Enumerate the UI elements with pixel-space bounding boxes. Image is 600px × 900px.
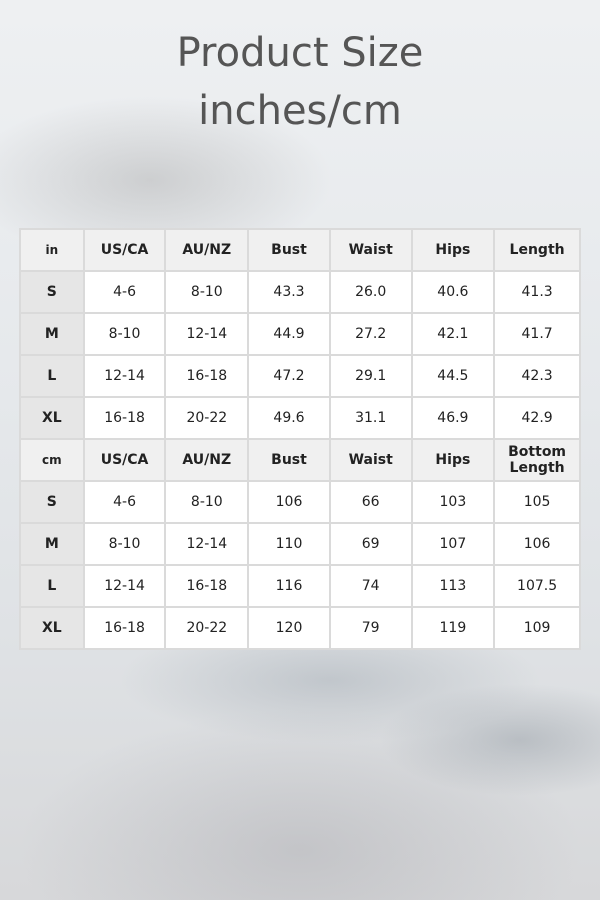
size-label: S (19, 270, 85, 314)
table-cell: 109 (493, 606, 581, 650)
table-cell: 113 (410, 564, 496, 608)
table-row: S 4-6 8-10 106 66 103 105 (19, 480, 581, 524)
column-header: AU/NZ (164, 438, 250, 482)
table-cell: 119 (410, 606, 496, 650)
table-cell: 44.5 (410, 354, 496, 398)
header-row-cm: cm US/CA AU/NZ Bust Waist Hips Bottom Length (19, 438, 581, 482)
column-header: Bust (247, 228, 331, 272)
table-cell: 8-10 (164, 480, 250, 524)
table-cell: 107.5 (493, 564, 581, 608)
size-label: XL (19, 606, 85, 650)
table-cell: 12-14 (82, 564, 167, 608)
size-chart-table: in US/CA AU/NZ Bust Waist Hips Length S 4-6 8-10 4… (19, 228, 581, 650)
table-cell: 8-10 (82, 522, 167, 566)
unit-label: cm (19, 438, 85, 482)
table-cell: 107 (410, 522, 496, 566)
table-cell: 46.9 (410, 396, 496, 440)
table-cell: 12-14 (82, 354, 167, 398)
table-row: L 12-14 16-18 116 74 113 107.5 (19, 564, 581, 608)
table-cell: 103 (410, 480, 496, 524)
column-header: Length (493, 228, 581, 272)
size-label: M (19, 522, 85, 566)
table-cell: 120 (247, 606, 331, 650)
column-header: Bust (247, 438, 331, 482)
size-label: L (19, 354, 85, 398)
table-row: S 4-6 8-10 43.3 26.0 40.6 41.3 (19, 270, 581, 314)
table-row: L 12-14 16-18 47.2 29.1 44.5 42.3 (19, 354, 581, 398)
column-header: Hips (410, 438, 496, 482)
table-cell: 116 (247, 564, 331, 608)
table-cell: 20-22 (164, 606, 250, 650)
table-cell: 12-14 (164, 522, 250, 566)
table-cell: 4-6 (82, 480, 167, 524)
table-cell: 42.9 (493, 396, 581, 440)
size-label: XL (19, 396, 85, 440)
table-cell: 42.3 (493, 354, 581, 398)
table-cell: 69 (328, 522, 413, 566)
table-cell: 105 (493, 480, 581, 524)
table-cell: 20-22 (164, 396, 250, 440)
size-label: M (19, 312, 85, 356)
column-header: AU/NZ (164, 228, 250, 272)
table-cell: 44.9 (247, 312, 331, 356)
table-row: M 8-10 12-14 110 69 107 106 (19, 522, 581, 566)
table-cell: 47.2 (247, 354, 331, 398)
table-cell: 29.1 (328, 354, 413, 398)
table-cell: 12-14 (164, 312, 250, 356)
column-header: Hips (410, 228, 496, 272)
table-cell: 26.0 (328, 270, 413, 314)
header-row-in: in US/CA AU/NZ Bust Waist Hips Length (19, 228, 581, 272)
column-header: US/CA (82, 228, 167, 272)
table-cell: 40.6 (410, 270, 496, 314)
table-cell: 110 (247, 522, 331, 566)
table-cell: 106 (493, 522, 581, 566)
table-row: M 8-10 12-14 44.9 27.2 42.1 41.7 (19, 312, 581, 356)
page-subtitle: inches/cm (198, 88, 402, 134)
size-label: S (19, 480, 85, 524)
table-cell: 42.1 (410, 312, 496, 356)
table-cell: 41.3 (493, 270, 581, 314)
unit-label: in (19, 228, 85, 272)
column-header: US/CA (82, 438, 167, 482)
table-cell: 27.2 (328, 312, 413, 356)
table-cell: 4-6 (82, 270, 167, 314)
table-cell: 106 (247, 480, 331, 524)
column-header: Bottom Length (493, 438, 581, 482)
table-cell: 31.1 (328, 396, 413, 440)
table-cell: 43.3 (247, 270, 331, 314)
size-label: L (19, 564, 85, 608)
table-cell: 8-10 (164, 270, 250, 314)
table-cell: 8-10 (82, 312, 167, 356)
table-row: XL 16-18 20-22 49.6 31.1 46.9 42.9 (19, 396, 581, 440)
table-cell: 66 (328, 480, 413, 524)
table-cell: 16-18 (164, 564, 250, 608)
table-cell: 16-18 (82, 606, 167, 650)
column-header: Waist (328, 438, 413, 482)
table-cell: 74 (328, 564, 413, 608)
table-cell: 16-18 (164, 354, 250, 398)
table-cell: 49.6 (247, 396, 331, 440)
table-cell: 16-18 (82, 396, 167, 440)
table-cell: 79 (328, 606, 413, 650)
page-title: Product Size (176, 30, 424, 76)
column-header: Waist (328, 228, 413, 272)
table-row: XL 16-18 20-22 120 79 119 109 (19, 606, 581, 650)
table-cell: 41.7 (493, 312, 581, 356)
